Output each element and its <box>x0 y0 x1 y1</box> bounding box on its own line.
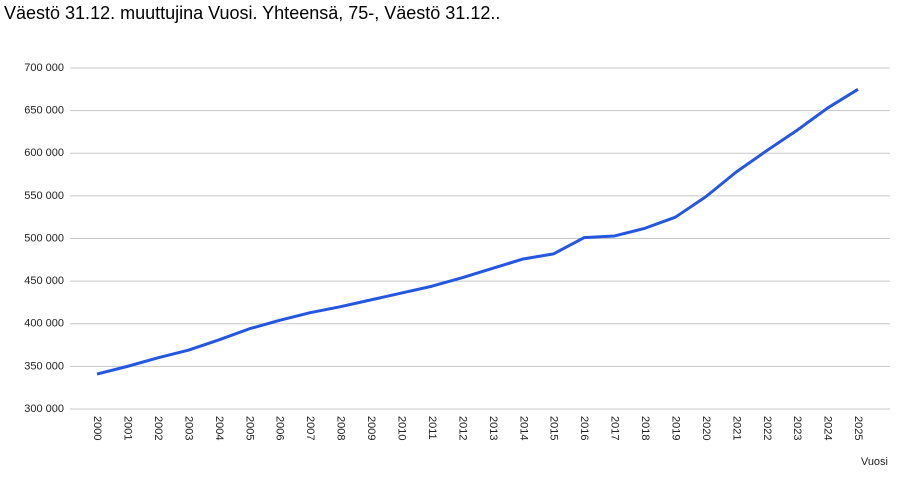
x-tick-label: 2004 <box>213 416 225 440</box>
y-tick-label: 700 000 <box>24 62 64 74</box>
y-tick-label: 550 000 <box>24 190 64 202</box>
x-tick-label: 2003 <box>182 416 194 440</box>
x-tick-label: 2018 <box>639 416 651 440</box>
x-tick-label: 2022 <box>761 416 773 440</box>
x-tick-label: 2017 <box>609 416 621 440</box>
y-tick-label: 300 000 <box>24 403 64 415</box>
x-tick-label: 2015 <box>548 416 560 440</box>
x-tick-label: 2012 <box>456 416 468 440</box>
y-tick-label: 450 000 <box>24 275 64 287</box>
x-tick-label: 2025 <box>852 416 864 440</box>
data-line <box>96 88 859 376</box>
x-tick-label: 2009 <box>365 416 377 440</box>
x-tick-label: 2008 <box>335 416 347 440</box>
x-tick-label: 2002 <box>152 416 164 440</box>
x-tick-label: 2024 <box>822 416 834 440</box>
x-tick-label: 2005 <box>243 416 255 440</box>
x-axis-label: Vuosi <box>861 456 888 468</box>
x-tick-label: 2020 <box>700 416 712 440</box>
x-tick-label: 2001 <box>122 416 134 440</box>
x-tick-label: 2010 <box>395 416 407 440</box>
x-tick-label: 2007 <box>304 416 316 440</box>
x-tick-label: 2014 <box>517 416 529 440</box>
x-tick-label: 2019 <box>669 416 681 440</box>
x-tick-label: 2021 <box>730 416 742 440</box>
x-tick-label: 2000 <box>91 416 103 440</box>
x-tick-label: 2023 <box>791 416 803 440</box>
y-tick-label: 500 000 <box>24 232 64 244</box>
x-tick-label: 2013 <box>487 416 499 440</box>
x-tick-label: 2011 <box>426 416 438 440</box>
y-tick-label: 650 000 <box>24 105 64 117</box>
x-tick-label: 2016 <box>578 416 590 440</box>
y-tick-label: 400 000 <box>24 318 64 330</box>
chart-title: Väestö 31.12. muuttujina Vuosi. Yhteensä… <box>4 3 500 23</box>
y-tick-label: 350 000 <box>24 360 64 372</box>
y-tick-label: 600 000 <box>24 147 64 159</box>
x-tick-label: 2006 <box>274 416 286 440</box>
